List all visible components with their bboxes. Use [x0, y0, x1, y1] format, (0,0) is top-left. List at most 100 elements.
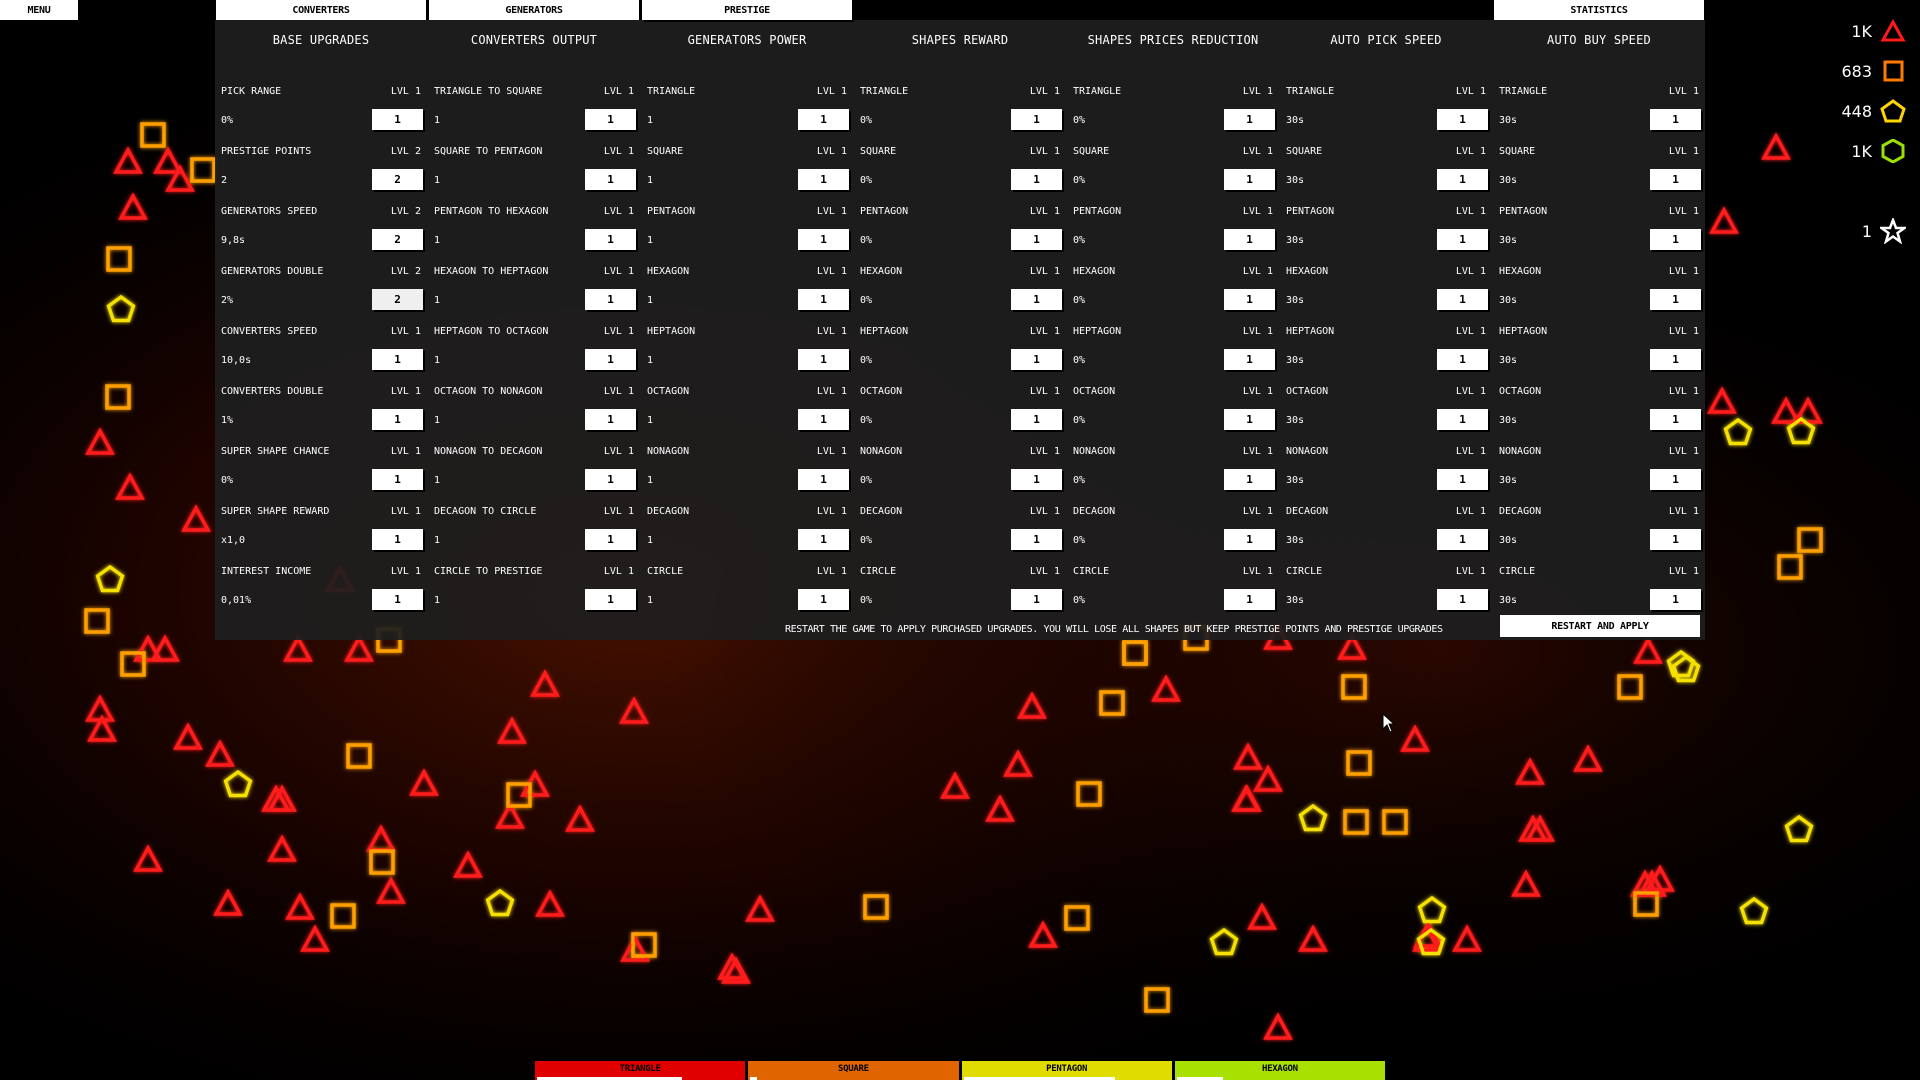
- tab-converters[interactable]: CONVERTERS: [216, 0, 426, 20]
- upgrade-buy-button[interactable]: 1: [1650, 229, 1701, 250]
- upgrade-buy-button[interactable]: 2: [372, 289, 423, 310]
- tab-prestige[interactable]: PRESTIGE: [642, 0, 852, 20]
- upgrade-buy-button[interactable]: 1: [798, 109, 849, 130]
- upgrade-row: SQUARE LVL 1 0% 1: [854, 140, 1066, 200]
- upgrade-buy-button[interactable]: 1: [798, 529, 849, 550]
- upgrade-buy-button[interactable]: 1: [372, 409, 423, 430]
- upgrade-buy-button[interactable]: 1: [585, 349, 636, 370]
- upgrade-buy-button[interactable]: 1: [1224, 409, 1275, 430]
- menu-button[interactable]: MENU: [0, 0, 78, 20]
- upgrade-buy-button[interactable]: 1: [585, 469, 636, 490]
- upgrade-buy-button[interactable]: 1: [372, 109, 423, 130]
- upgrade-buy-button[interactable]: 1: [585, 109, 636, 130]
- upgrade-buy-button[interactable]: 1: [1224, 289, 1275, 310]
- upgrade-buy-button[interactable]: 2: [372, 229, 423, 250]
- upgrade-buy-button[interactable]: 1: [798, 349, 849, 370]
- upgrade-level: LVL 1: [816, 86, 847, 97]
- upgrade-buy-button[interactable]: 1: [372, 469, 423, 490]
- upgrade-buy-button[interactable]: 1: [1011, 109, 1062, 130]
- upgrade-level: LVL 1: [390, 446, 421, 457]
- upgrade-buy-button[interactable]: 1: [1224, 469, 1275, 490]
- upgrade-buy-button[interactable]: 1: [1650, 169, 1701, 190]
- upgrade-buy-button[interactable]: 1: [1011, 289, 1062, 310]
- tab-generators[interactable]: GENERATORS: [429, 0, 639, 20]
- upgrade-buy-button[interactable]: 1: [1224, 229, 1275, 250]
- upgrade-buy-button[interactable]: 1: [1650, 109, 1701, 130]
- upgrade-buy-button[interactable]: 1: [585, 529, 636, 550]
- upgrade-buy-button[interactable]: 1: [1224, 589, 1275, 610]
- upgrade-buy-button[interactable]: 1: [1437, 169, 1488, 190]
- shape-tab-pentagon[interactable]: PENTAGON: [961, 1061, 1172, 1080]
- upgrade-buy-button[interactable]: 1: [372, 589, 423, 610]
- upgrade-name: PRESTIGE POINTS: [221, 146, 312, 157]
- upgrade-name: HEPTAGON: [647, 326, 696, 337]
- upgrade-level: LVL 1: [1029, 506, 1060, 517]
- upgrade-buy-button[interactable]: 1: [585, 229, 636, 250]
- upgrade-level: LVL 1: [1242, 146, 1273, 157]
- upgrade-buy-button[interactable]: 1: [798, 589, 849, 610]
- upgrade-buy-button[interactable]: 1: [1011, 589, 1062, 610]
- upgrade-row: TRIANGLE LVL 1 30s 1: [1280, 80, 1492, 140]
- upgrade-buy-button[interactable]: 1: [798, 229, 849, 250]
- tab-statistics[interactable]: STATISTICS: [1494, 0, 1704, 20]
- upgrade-buy-button[interactable]: 1: [798, 469, 849, 490]
- upgrade-buy-button[interactable]: 1: [1650, 349, 1701, 370]
- upgrade-value: 30s: [1499, 175, 1518, 186]
- upgrade-buy-button[interactable]: 1: [1011, 469, 1062, 490]
- upgrade-value: 0%: [221, 475, 234, 486]
- upgrade-buy-button[interactable]: 1: [798, 289, 849, 310]
- upgrade-buy-button[interactable]: 1: [1011, 529, 1062, 550]
- upgrade-buy-button[interactable]: 1: [1437, 589, 1488, 610]
- upgrade-buy-button[interactable]: 1: [1224, 349, 1275, 370]
- upgrade-level: LVL 1: [603, 566, 634, 577]
- upgrade-value: 1: [647, 475, 654, 486]
- upgrade-buy-button[interactable]: 2: [372, 169, 423, 190]
- shape-tab-square[interactable]: SQUARE: [748, 1061, 959, 1080]
- mouse-cursor-icon: [1382, 713, 1396, 733]
- upgrade-name: NONAGON: [647, 446, 690, 457]
- upgrade-buy-button[interactable]: 1: [585, 169, 636, 190]
- upgrade-buy-button[interactable]: 1: [1650, 589, 1701, 610]
- upgrade-buy-button[interactable]: 1: [1224, 169, 1275, 190]
- shape-tab-triangle[interactable]: TRIANGLE: [535, 1061, 746, 1080]
- upgrade-buy-button[interactable]: 1: [798, 169, 849, 190]
- resource-counter: 1K: [1851, 136, 1906, 166]
- upgrade-name: INTEREST INCOME: [221, 566, 312, 577]
- upgrade-buy-button[interactable]: 1: [798, 409, 849, 430]
- upgrade-buy-button[interactable]: 1: [1437, 529, 1488, 550]
- upgrade-buy-button[interactable]: 1: [585, 589, 636, 610]
- upgrade-name: CIRCLE: [1499, 566, 1536, 577]
- upgrade-buy-button[interactable]: 1: [1437, 469, 1488, 490]
- upgrade-row: HEPTAGON TO OCTAGON LVL 1 1 1: [428, 320, 640, 380]
- upgrade-buy-button[interactable]: 1: [1224, 109, 1275, 130]
- upgrade-buy-button[interactable]: 1: [1650, 469, 1701, 490]
- upgrade-buy-button[interactable]: 1: [585, 409, 636, 430]
- restart-and-apply-button[interactable]: RESTART AND APPLY: [1500, 615, 1700, 637]
- upgrade-level: LVL 1: [1242, 566, 1273, 577]
- upgrade-buy-button[interactable]: 1: [1224, 529, 1275, 550]
- upgrade-buy-button[interactable]: 1: [1011, 229, 1062, 250]
- upgrade-name: OCTAGON: [1073, 386, 1116, 397]
- upgrade-buy-button[interactable]: 1: [1650, 409, 1701, 430]
- upgrade-buy-button[interactable]: 1: [1437, 289, 1488, 310]
- upgrade-buy-button[interactable]: 1: [1011, 409, 1062, 430]
- upgrade-level: LVL 1: [1029, 386, 1060, 397]
- upgrade-buy-button[interactable]: 1: [372, 349, 423, 370]
- upgrade-buy-button[interactable]: 1: [372, 529, 423, 550]
- upgrade-buy-button[interactable]: 1: [1011, 349, 1062, 370]
- upgrade-buy-button[interactable]: 1: [1437, 409, 1488, 430]
- upgrade-buy-button[interactable]: 1: [1650, 289, 1701, 310]
- upgrade-buy-button[interactable]: 1: [1437, 229, 1488, 250]
- upgrade-row: TRIANGLE LVL 1 1 1: [641, 80, 853, 140]
- shape-tab-label: HEXAGON: [1261, 1064, 1298, 1074]
- upgrade-buy-button[interactable]: 1: [1437, 109, 1488, 130]
- upgrade-level: LVL 1: [1455, 446, 1486, 457]
- upgrade-buy-button[interactable]: 1: [1437, 349, 1488, 370]
- upgrade-level: LVL 1: [390, 326, 421, 337]
- upgrade-buy-button[interactable]: 1: [1650, 529, 1701, 550]
- upgrade-row: HEXAGON LVL 1 0% 1: [854, 260, 1066, 320]
- upgrade-row: PRESTIGE POINTS LVL 2 2 2: [215, 140, 427, 200]
- upgrade-buy-button[interactable]: 1: [585, 289, 636, 310]
- upgrade-buy-button[interactable]: 1: [1011, 169, 1062, 190]
- shape-tab-hexagon[interactable]: HEXAGON: [1174, 1061, 1385, 1080]
